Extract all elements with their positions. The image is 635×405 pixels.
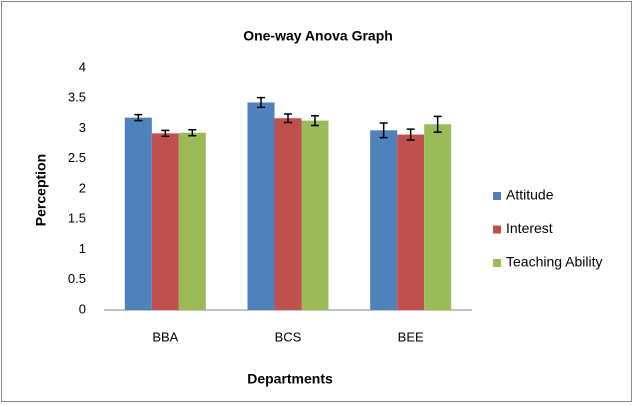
bar [178, 132, 206, 310]
bar [124, 117, 152, 310]
legend-label: Teaching Ability [506, 254, 603, 270]
y-tick-label: 2 [79, 180, 86, 195]
y-tick-label: 0.5 [68, 271, 86, 286]
bar [274, 118, 302, 310]
x-tick-label: BEE [398, 329, 424, 344]
y-tick-label: 3.5 [68, 90, 86, 105]
y-tick-label: 3 [79, 120, 86, 135]
bar [151, 133, 179, 310]
error-bar [284, 113, 292, 124]
error-bar [257, 96, 265, 109]
y-tick-label: 0 [79, 301, 86, 316]
x-tick-label: BBA [152, 329, 178, 344]
y-axis-label: Perception [33, 154, 49, 226]
error-bar [311, 115, 319, 127]
legend-label: Interest [506, 220, 553, 236]
x-tick-label: BCS [275, 329, 302, 344]
x-axis-label: Departments [247, 371, 333, 387]
error-bar [406, 128, 415, 141]
y-tick-label: 1.5 [68, 211, 86, 226]
error-bar [188, 128, 197, 137]
bar [397, 134, 425, 310]
bar [370, 130, 398, 310]
bar [424, 124, 452, 310]
legend-swatch [493, 225, 501, 234]
y-tick-label: 2.5 [68, 150, 86, 165]
legend-swatch [493, 259, 501, 267]
legend-label: Attitude [506, 187, 554, 203]
bar [247, 102, 275, 310]
error-bar [433, 115, 442, 133]
chart-title: One-way Anova Graph [243, 28, 393, 44]
error-bar [134, 113, 143, 122]
bar [301, 120, 329, 310]
error-bar [379, 122, 388, 139]
y-tick-label: 1 [79, 241, 86, 256]
legend-swatch [493, 192, 501, 200]
y-tick-label: 4 [79, 59, 86, 74]
error-bar [161, 129, 170, 138]
